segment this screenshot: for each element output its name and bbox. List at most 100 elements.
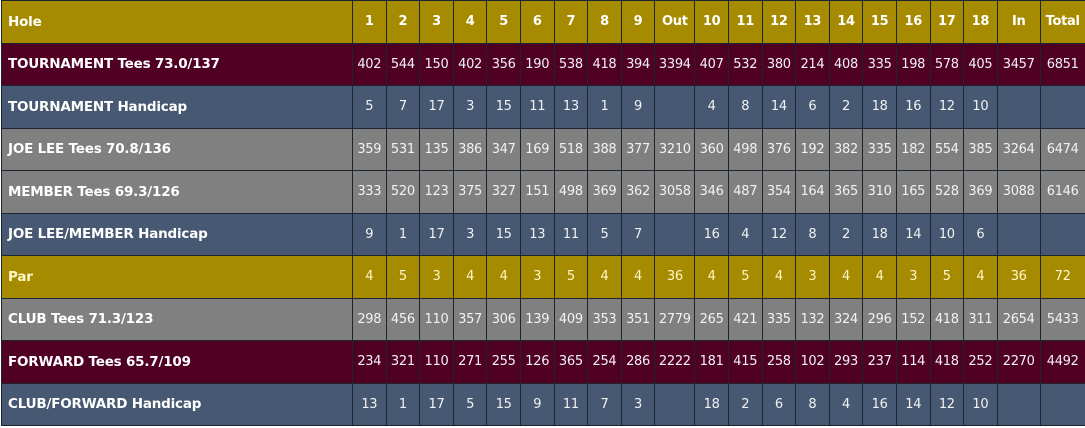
score-cell: 3 (620, 382, 656, 426)
score-cell: 554 (929, 127, 965, 171)
score-cell: 13 (553, 85, 589, 129)
score-cell: 7 (620, 212, 656, 256)
score-cell: 7 (385, 85, 421, 129)
score-cell: 1 (385, 212, 421, 256)
score-cell: 324 (828, 297, 864, 341)
score-cell: 335 (862, 127, 897, 171)
score-cell: 385 (963, 127, 998, 171)
hole-header-cell: 8 (587, 0, 622, 44)
score-cell: 169 (519, 127, 555, 171)
score-cell: 3264 (996, 127, 1041, 171)
score-cell: 265 (694, 297, 729, 341)
score-cell: 2 (727, 382, 763, 426)
score-cell: 36 (654, 255, 696, 299)
score-cell: 498 (727, 127, 763, 171)
score-cell: 152 (895, 297, 931, 341)
score-cell: 418 (929, 340, 965, 384)
score-cell: 6 (795, 85, 830, 129)
score-cell: 11 (519, 85, 555, 129)
score-cell: 4 (352, 255, 387, 299)
score-cell: 335 (862, 42, 897, 86)
score-cell: 386 (452, 127, 488, 171)
score-cell: 271 (452, 340, 488, 384)
hole-header-cell: 5 (486, 0, 521, 44)
score-cell: 8 (795, 212, 830, 256)
score-cell: 254 (587, 340, 622, 384)
score-cell: 2222 (654, 340, 696, 384)
score-cell: 16 (895, 85, 931, 129)
row-member-tees-69-3-126: MEMBER Tees 69.3/126 333 520 123 375 327 151 49… (1, 170, 1085, 214)
score-cell: 359 (352, 127, 387, 171)
score-cell: 4 (694, 85, 729, 129)
score-cell: 388 (587, 127, 622, 171)
score-cell: 237 (862, 340, 897, 384)
hole-header-cell: Out (654, 0, 696, 44)
score-cell: 198 (895, 42, 931, 86)
score-cell (654, 382, 696, 426)
row-label: MEMBER Tees 69.3/126 (1, 170, 353, 214)
score-cell: 12 (929, 85, 965, 129)
score-cell: 3058 (654, 170, 696, 214)
score-cell: 538 (553, 42, 589, 86)
score-cell: 6 (963, 212, 998, 256)
score-cell: 357 (452, 297, 488, 341)
hole-header-cell: 17 (929, 0, 965, 44)
score-cell: 1 (587, 85, 622, 129)
score-cell: 126 (519, 340, 555, 384)
hole-header-cell: 11 (727, 0, 763, 44)
score-cell: 181 (694, 340, 729, 384)
row-label: JOE LEE Tees 70.8/136 (1, 127, 353, 171)
score-cell: 2654 (996, 297, 1041, 341)
row-label: TOURNAMENT Handicap (1, 85, 353, 129)
score-cell: 36 (996, 255, 1041, 299)
row-joe-lee-member-handicap: JOE LEE/MEMBER Handicap 9 1 17 3 15 13 11 5 7 16 4 1… (1, 212, 1085, 256)
score-cell: 321 (385, 340, 421, 384)
score-cell: 5 (587, 212, 622, 256)
row-tournament-tees-73-0-137: TOURNAMENT Tees 73.0/137 402 544 150 402 356 1… (1, 42, 1085, 86)
score-cell: 11 (553, 212, 589, 256)
hole-header-cell: 2 (385, 0, 421, 44)
score-cell: 150 (419, 42, 454, 86)
score-cell: 17 (419, 212, 454, 256)
score-cell: 3 (895, 255, 931, 299)
score-cell: 286 (620, 340, 656, 384)
score-cell (996, 212, 1041, 256)
hole-header-cell: 6 (519, 0, 555, 44)
score-cell: 234 (352, 340, 387, 384)
hole-header-cell: 15 (862, 0, 897, 44)
row-label: CLUB/FORWARD Handicap (1, 382, 353, 426)
score-cell: 362 (620, 170, 656, 214)
score-cell: 5433 (1039, 297, 1085, 341)
score-cell: 102 (795, 340, 830, 384)
hole-header-cell: 7 (553, 0, 589, 44)
hole-header-cell: 16 (895, 0, 931, 44)
score-cell: 13 (352, 382, 387, 426)
score-cell: 306 (486, 297, 521, 341)
score-cell: 347 (486, 127, 521, 171)
hole-header-cell: 10 (694, 0, 729, 44)
score-cell: 6 (761, 382, 797, 426)
score-cell: 135 (419, 127, 454, 171)
score-cell: 151 (519, 170, 555, 214)
score-cell: 4 (862, 255, 897, 299)
score-cell (1039, 85, 1085, 129)
score-cell: 165 (895, 170, 931, 214)
row-label: CLUB Tees 71.3/123 (1, 297, 353, 341)
row-label: JOE LEE/MEMBER Handicap (1, 212, 353, 256)
score-cell: 407 (694, 42, 729, 86)
row-label: Par (1, 255, 353, 299)
score-cell: 10 (963, 382, 998, 426)
row-par: Par 4 5 3 4 4 3 5 4 4 36 4 5 4 3 4 4 3 5 4 36 72 (1, 255, 1085, 299)
score-cell: 382 (828, 127, 864, 171)
score-cell: 3 (419, 255, 454, 299)
score-cell: 3 (452, 85, 488, 129)
score-cell: 9 (620, 85, 656, 129)
score-cell: 518 (553, 127, 589, 171)
score-cell: 327 (486, 170, 521, 214)
score-cell: 2779 (654, 297, 696, 341)
score-cell: 4 (486, 255, 521, 299)
score-cell: 13 (519, 212, 555, 256)
score-cell: 4 (694, 255, 729, 299)
score-cell: 333 (352, 170, 387, 214)
hole-header-cell: Total (1039, 0, 1085, 44)
